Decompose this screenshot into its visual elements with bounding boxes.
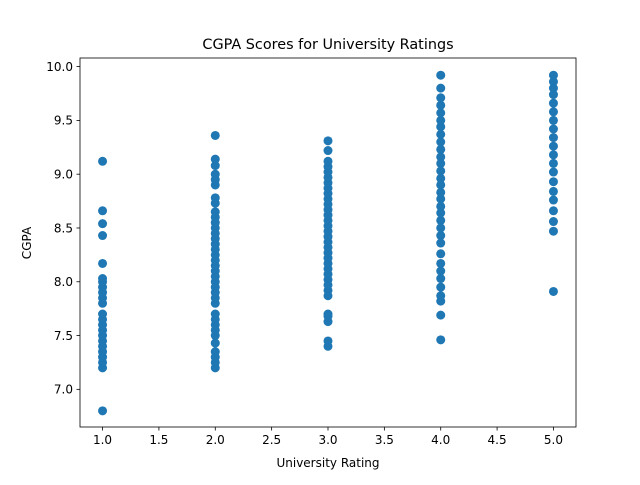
data-point (210, 154, 220, 164)
x-tick-label: 4.0 (431, 433, 450, 447)
data-point (436, 249, 446, 259)
data-point (436, 266, 446, 276)
data-point (436, 201, 446, 211)
data-point (548, 124, 558, 134)
y-axis-ticks: 7.0 7.5 8.0 8.5 9.0 9.5 10.0 (46, 60, 80, 397)
data-point (98, 406, 108, 416)
data-point (436, 100, 446, 110)
data-point (98, 206, 108, 216)
data-point (436, 215, 446, 225)
data-point (323, 136, 333, 146)
x-tick-label: 2.0 (206, 433, 225, 447)
data-point (436, 144, 446, 154)
data-point (548, 206, 558, 216)
data-point (548, 217, 558, 227)
data-point (436, 129, 446, 139)
data-point (548, 226, 558, 236)
data-point (548, 141, 558, 151)
data-point (436, 122, 446, 132)
data-point (210, 161, 220, 171)
data-point (548, 158, 558, 168)
data-point (436, 108, 446, 118)
x-tick-label: 2.5 (262, 433, 281, 447)
y-tick-label: 9.0 (54, 167, 73, 181)
x-tick-label: 5.0 (544, 433, 563, 447)
data-point (98, 156, 108, 166)
data-point (548, 167, 558, 177)
data-point (323, 146, 333, 156)
data-point (436, 274, 446, 284)
y-axis-label: CGPA (20, 226, 34, 259)
data-point (436, 180, 446, 190)
data-point (548, 90, 558, 100)
x-axis-label: University Rating (276, 456, 379, 470)
data-point (436, 166, 446, 176)
data-point (436, 291, 446, 301)
x-tick-label: 4.5 (488, 433, 507, 447)
data-point (436, 194, 446, 204)
data-point (548, 98, 558, 108)
data-point (210, 207, 220, 217)
data-point (210, 347, 220, 357)
data-point (323, 156, 333, 166)
data-point (436, 137, 446, 147)
y-tick-label: 7.0 (54, 383, 73, 397)
data-point (323, 309, 333, 319)
data-point (436, 158, 446, 168)
data-point (548, 286, 558, 296)
data-point (548, 107, 558, 117)
data-point (210, 130, 220, 140)
x-tick-label: 1.5 (149, 433, 168, 447)
data-point (210, 309, 220, 319)
data-point (210, 169, 220, 179)
data-points (98, 70, 558, 416)
data-point (436, 258, 446, 268)
data-point (98, 219, 108, 229)
data-point (210, 193, 220, 203)
data-point (548, 177, 558, 187)
x-tick-label: 3.5 (375, 433, 394, 447)
y-tick-label: 10.0 (46, 60, 73, 74)
data-point (436, 173, 446, 183)
data-point (436, 282, 446, 292)
y-tick-label: 9.5 (54, 114, 73, 128)
data-point (548, 133, 558, 143)
data-point (548, 195, 558, 205)
y-tick-label: 8.5 (54, 221, 73, 235)
y-tick-label: 7.5 (54, 329, 73, 343)
data-point (436, 335, 446, 345)
data-point (436, 93, 446, 103)
data-point (98, 231, 108, 241)
data-point (548, 77, 558, 87)
data-point (548, 83, 558, 93)
x-axis-ticks: 1.0 1.5 2.0 2.5 3.0 3.5 4.0 4.5 5.0 (93, 427, 563, 447)
data-point (98, 274, 108, 284)
data-point (436, 70, 446, 80)
data-point (548, 115, 558, 125)
data-point (436, 310, 446, 320)
data-point (436, 115, 446, 125)
data-point (436, 152, 446, 162)
data-point (210, 338, 220, 348)
x-tick-label: 3.0 (318, 433, 337, 447)
data-point (436, 187, 446, 197)
data-point (436, 231, 446, 241)
x-tick-label: 1.0 (93, 433, 112, 447)
data-point (98, 258, 108, 268)
data-point (436, 208, 446, 218)
data-point (436, 83, 446, 93)
data-point (98, 309, 108, 319)
data-point (548, 186, 558, 196)
y-tick-label: 8.0 (54, 275, 73, 289)
data-point (548, 150, 558, 160)
data-point (548, 70, 558, 80)
data-point (436, 223, 446, 233)
data-point (323, 336, 333, 346)
data-point (436, 238, 446, 248)
chart-title: CGPA Scores for University Ratings (202, 37, 453, 53)
